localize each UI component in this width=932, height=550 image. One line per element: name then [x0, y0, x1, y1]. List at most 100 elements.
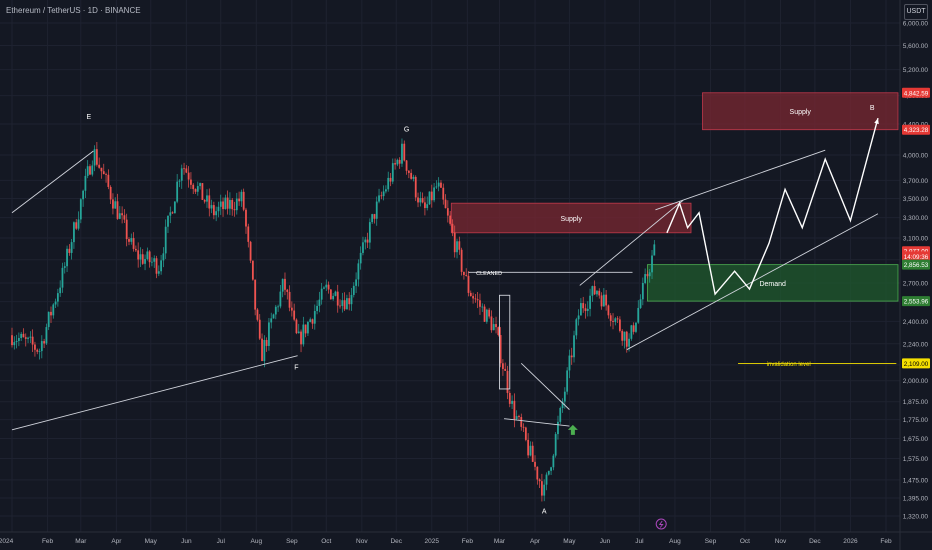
candle-body — [141, 254, 144, 264]
y-tick-label: 1,575.00 — [903, 456, 929, 463]
candle-body — [424, 202, 426, 209]
x-tick-label: Nov — [775, 538, 787, 545]
candle-body — [623, 331, 626, 341]
candle-body — [602, 294, 605, 307]
candle-body — [359, 252, 362, 264]
candle-body — [286, 289, 289, 292]
candle-body — [11, 335, 13, 346]
candle-body — [293, 310, 296, 320]
candle-body — [102, 171, 105, 175]
y-tick-label: 1,675.00 — [903, 436, 929, 443]
candle-body — [203, 199, 206, 202]
candle-body — [499, 335, 502, 364]
candle-body — [178, 180, 181, 182]
candle-body — [297, 331, 300, 334]
candle-body — [625, 331, 628, 347]
candle-body — [300, 331, 302, 345]
candle-body — [616, 318, 619, 320]
candle-body — [414, 176, 417, 198]
candle-body — [437, 182, 440, 187]
x-tick-label: Jun — [600, 538, 611, 545]
x-tick-label: 2025 — [425, 538, 440, 545]
y-tick-label: 3,300.00 — [903, 215, 929, 222]
candle-body — [279, 291, 282, 307]
candle-body — [309, 319, 312, 323]
candle-body — [609, 315, 612, 321]
currency-selector[interactable]: USDT — [904, 4, 928, 20]
candle-body — [63, 266, 66, 268]
price-axis-label-bg — [902, 358, 930, 369]
candle-body — [541, 481, 543, 496]
candle-body — [274, 306, 277, 315]
candle-body — [621, 330, 624, 341]
candle-body — [394, 163, 396, 165]
candle-body — [261, 338, 263, 362]
candle-body — [605, 294, 608, 306]
candle-body — [146, 251, 149, 260]
candle-body — [403, 143, 406, 161]
candle-body — [561, 401, 564, 409]
candle-body — [348, 298, 351, 305]
wave-label: G — [404, 126, 409, 133]
candle-body — [628, 338, 630, 347]
candle-body — [70, 242, 73, 253]
candle-body — [637, 307, 640, 323]
y-tick-label: 2,400.00 — [903, 319, 929, 326]
candle-body — [320, 288, 323, 300]
x-tick-label: Jul — [217, 538, 226, 545]
candle-body — [231, 199, 234, 210]
symbol-title: Ethereum / TetherUS · 1D · BINANCE — [6, 6, 141, 15]
candle-body — [233, 209, 236, 211]
candle-body — [242, 191, 245, 210]
candle-body — [614, 318, 617, 322]
supply-zone — [702, 92, 899, 131]
price-axis-label-bg — [902, 296, 930, 307]
candle-body — [458, 241, 461, 250]
candle-body — [481, 306, 484, 308]
candle-body — [506, 370, 509, 393]
candle-body — [171, 212, 174, 214]
projection-path — [666, 117, 879, 296]
candle-body — [648, 272, 651, 277]
candle-body — [350, 294, 353, 305]
candle-body — [635, 322, 637, 332]
candle-body — [557, 421, 559, 435]
price-axis-label-text: 2,553.96 — [904, 299, 929, 306]
candle-body — [100, 167, 103, 172]
candle-body — [391, 163, 394, 182]
candle-body — [52, 304, 55, 316]
lower-trendline-f — [11, 355, 298, 431]
candle-body — [56, 293, 59, 302]
y-tick-label: 1,875.00 — [903, 399, 929, 406]
candle-body — [543, 484, 546, 496]
candle-body — [263, 339, 266, 362]
candle-body — [515, 416, 518, 420]
candle-body — [600, 295, 603, 307]
candle-body — [584, 308, 587, 311]
candle-body — [77, 219, 80, 229]
x-tick-label: Jun — [181, 538, 192, 545]
candle-body — [570, 355, 573, 358]
event-lightning-bolt — [658, 520, 664, 528]
candle-body — [34, 344, 36, 350]
candle-body — [277, 306, 279, 308]
candle-body — [167, 215, 169, 227]
candle-body — [524, 427, 527, 440]
candle-body — [607, 305, 610, 316]
y-tick-label: 2,240.00 — [903, 341, 929, 348]
candle-body — [472, 296, 474, 299]
candle-body — [596, 290, 598, 295]
candle-body — [66, 248, 68, 267]
candle-body — [176, 181, 179, 202]
candle-body — [47, 311, 50, 328]
candle-body — [89, 166, 91, 175]
x-tick-label: Oct — [321, 538, 331, 545]
candle-body — [417, 197, 419, 203]
candle-body — [134, 248, 137, 251]
candle-body — [492, 324, 495, 331]
candle-body — [105, 174, 107, 175]
candle-body — [389, 177, 392, 182]
candle-body — [387, 177, 390, 190]
x-tick-label: Sep — [705, 538, 717, 545]
